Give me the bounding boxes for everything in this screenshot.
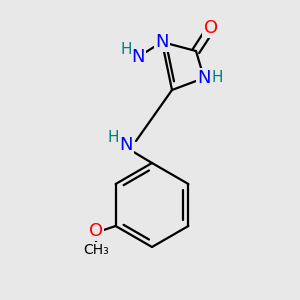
Text: O: O [88, 222, 103, 240]
Text: N: N [197, 69, 211, 87]
Text: O: O [204, 19, 218, 37]
Text: N: N [119, 136, 133, 154]
Text: N: N [155, 33, 169, 51]
Text: CH₃: CH₃ [83, 243, 109, 257]
Text: N: N [131, 48, 145, 66]
Text: H: H [107, 130, 119, 146]
Text: H: H [120, 43, 132, 58]
Text: H: H [211, 70, 223, 85]
